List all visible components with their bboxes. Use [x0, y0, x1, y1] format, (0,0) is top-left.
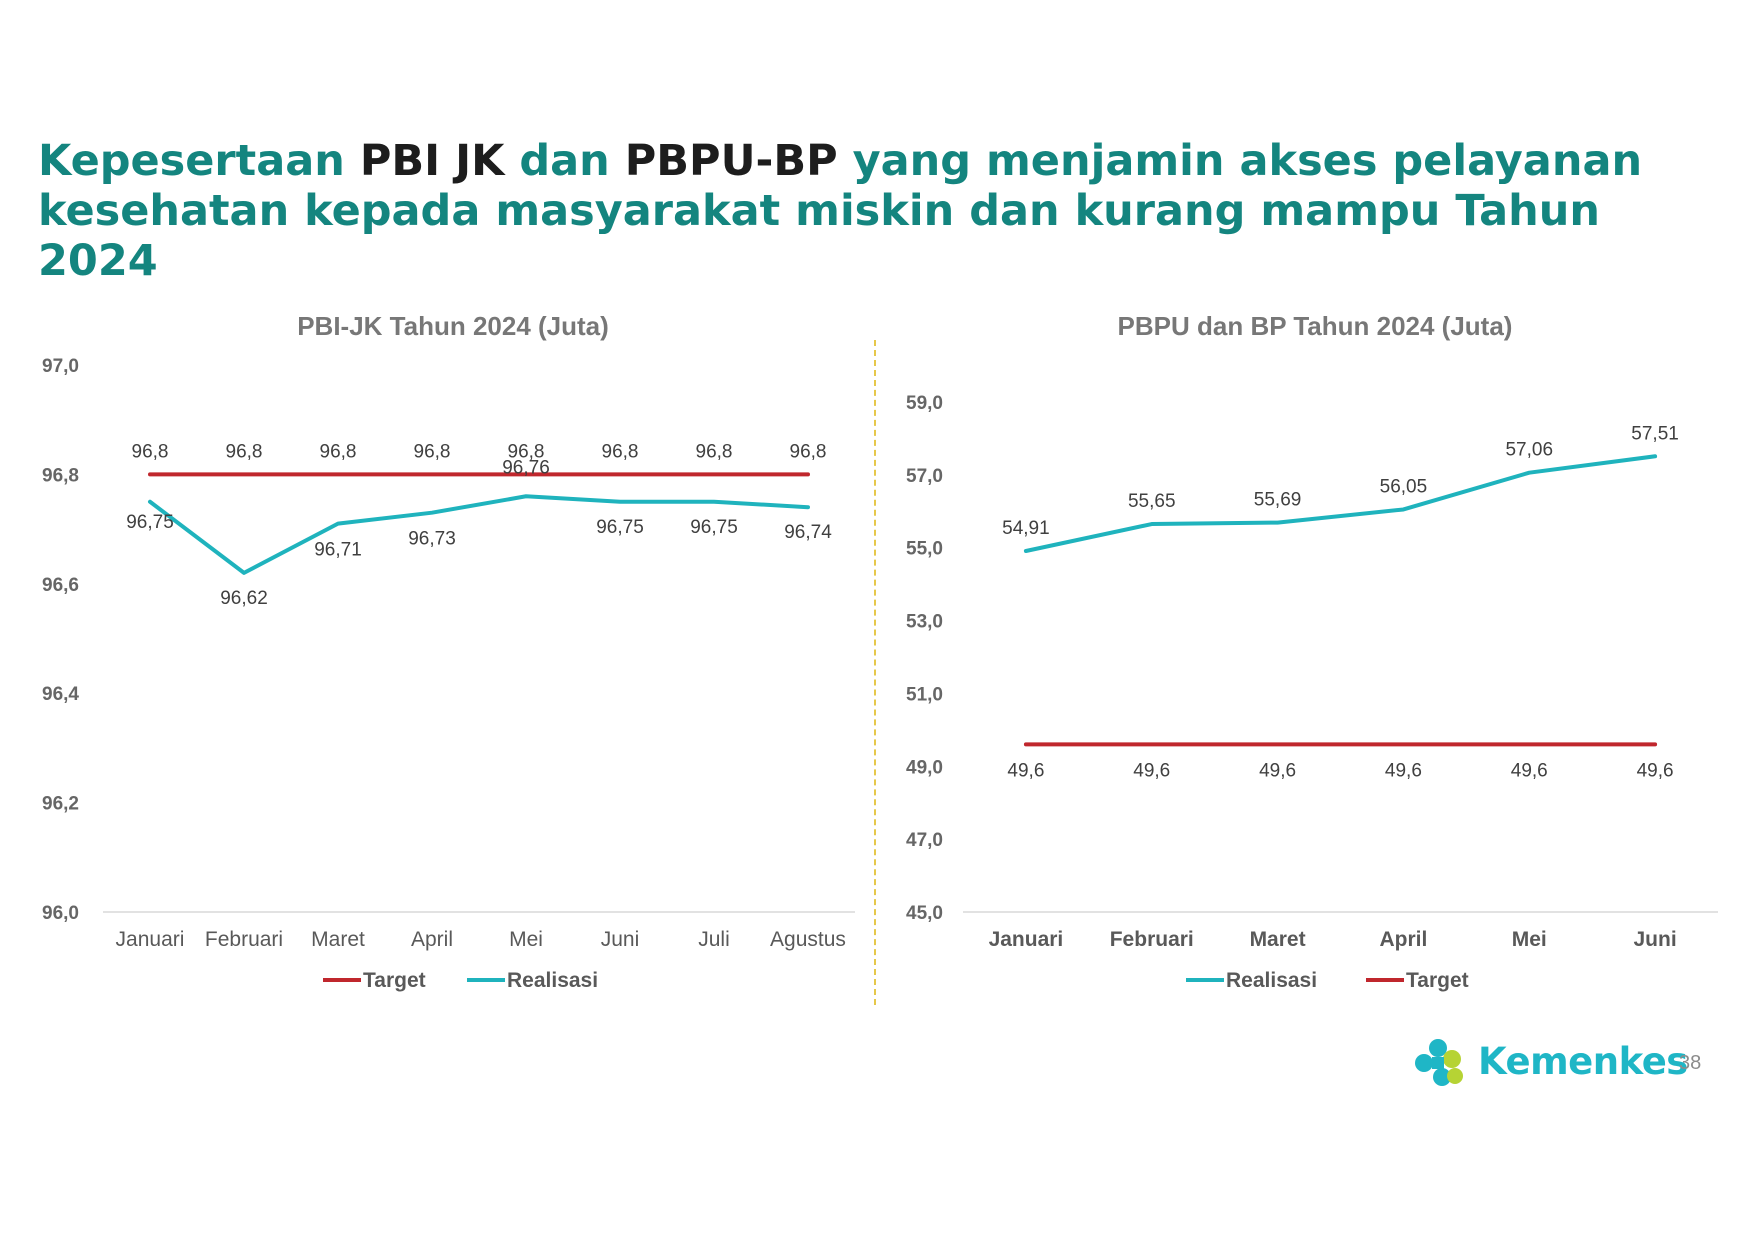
y-tick-label: 96,2 — [42, 794, 79, 815]
y-tick-label: 96,6 — [42, 575, 79, 596]
y-tick-label: 47,0 — [906, 830, 943, 851]
data-label: 49,6 — [1259, 760, 1296, 781]
x-tick-label: Januari — [989, 928, 1064, 951]
legend-label-realisasi: Realisasi — [507, 969, 598, 992]
x-tick-label: Maret — [1250, 928, 1306, 951]
data-label: 54,91 — [1002, 518, 1050, 539]
x-tick-label: Juli — [698, 928, 730, 951]
data-label: 49,6 — [1511, 760, 1548, 781]
legend-label-target: Target — [363, 969, 426, 992]
data-label: 49,6 — [1637, 760, 1674, 781]
data-label: 96,8 — [226, 441, 263, 462]
data-label: 49,6 — [1385, 760, 1422, 781]
y-tick-label: 96,8 — [42, 465, 79, 486]
y-tick-label: 55,0 — [906, 539, 943, 560]
data-label: 49,6 — [1133, 760, 1170, 781]
series-line-realisasi — [148, 494, 810, 575]
chart-divider — [874, 340, 876, 1005]
kemenkes-logo-icon — [1415, 1039, 1463, 1086]
y-tick-label: 96,4 — [42, 684, 79, 705]
data-label: 96,76 — [502, 457, 550, 478]
y-tick-label: 45,0 — [906, 903, 943, 924]
data-label: 96,62 — [220, 588, 268, 609]
title-part: dan — [504, 136, 625, 186]
data-label: 96,8 — [508, 441, 545, 462]
y-tick-label: 57,0 — [906, 466, 943, 487]
x-tick-label: Juni — [1633, 928, 1676, 951]
legend-label-realisasi: Realisasi — [1226, 969, 1317, 992]
data-label: 96,73 — [408, 529, 456, 550]
chart-title: PBI-JK Tahun 2024 (Juta) — [297, 311, 609, 341]
title-part-pbijk: PBI JK — [359, 136, 505, 186]
x-tick-label: Februari — [1110, 928, 1194, 951]
x-tick-label: April — [1379, 928, 1427, 951]
data-label: 57,06 — [1505, 440, 1553, 461]
chart-title: PBPU dan BP Tahun 2024 (Juta) — [1118, 311, 1513, 341]
title-part-pbpubp: PBPU-BP — [624, 136, 838, 186]
y-tick-label: 96,0 — [42, 903, 79, 924]
data-label: 96,8 — [414, 441, 451, 462]
data-label: 96,71 — [314, 540, 362, 561]
logo-text: Kemenkes — [1478, 1040, 1688, 1083]
x-tick-label: Agustus — [770, 928, 846, 951]
data-label: 96,75 — [126, 512, 174, 533]
x-tick-label: Maret — [311, 928, 365, 951]
y-tick-label: 59,0 — [906, 393, 943, 414]
x-tick-label: April — [411, 928, 453, 951]
data-label: 96,8 — [790, 441, 827, 462]
data-label: 56,05 — [1380, 476, 1428, 497]
y-tick-label: 51,0 — [906, 684, 943, 705]
data-label: 96,8 — [132, 441, 169, 462]
title-part: yang menjamin akses pelayanan kesehatan … — [38, 136, 1643, 286]
page-title: Kepesertaan PBI JK dan PBPU-BP yang menj… — [38, 136, 1718, 286]
x-tick-label: Mei — [1512, 928, 1547, 951]
data-label: 49,6 — [1007, 760, 1044, 781]
y-tick-label: 49,0 — [906, 757, 943, 778]
x-tick-label: Februari — [205, 928, 283, 951]
data-label: 96,74 — [784, 522, 832, 543]
data-label: 96,8 — [602, 441, 639, 462]
data-label: 55,69 — [1254, 490, 1302, 511]
pbi-jk-chart: PBI-JK Tahun 2024 (Juta) 96,0 96,2 96,4 96,6… — [42, 311, 855, 992]
y-tick-label: 53,0 — [906, 612, 943, 633]
data-label: 57,51 — [1631, 423, 1679, 444]
data-label: 96,8 — [320, 441, 357, 462]
x-tick-label: Januari — [116, 928, 185, 951]
series-line-realisasi — [1023, 454, 1658, 553]
page-number: 38 — [1679, 1052, 1702, 1074]
title-part: Kepesertaan — [38, 136, 360, 186]
y-tick-label: 97,0 — [42, 356, 79, 377]
x-tick-label: Mei — [509, 928, 543, 951]
legend-label-target: Target — [1406, 969, 1469, 992]
x-tick-label: Juni — [601, 928, 640, 951]
data-label: 96,8 — [696, 441, 733, 462]
data-label: 55,65 — [1128, 491, 1176, 512]
data-label: 96,75 — [596, 517, 644, 538]
data-label: 96,75 — [690, 517, 738, 538]
